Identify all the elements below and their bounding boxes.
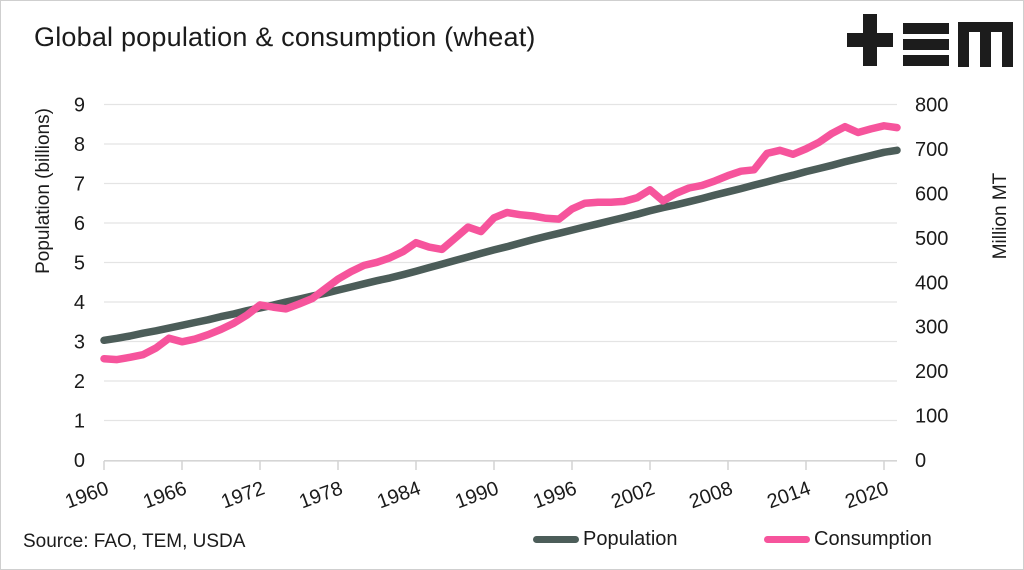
y-left-tick-label: 1	[74, 411, 85, 433]
y-right-tick-label: 700	[915, 139, 948, 161]
x-tick-label: 1990	[452, 477, 501, 513]
axes	[103, 459, 897, 470]
tem-logo	[847, 14, 1013, 67]
line-population	[100, 146, 901, 345]
tick-labels: 1960 1966 1972 1978 1984 1990 1996 2002 2008 2014…	[62, 95, 948, 514]
gridlines	[104, 103, 897, 422]
y-right-tick-label: 500	[915, 228, 948, 250]
y-left-tick-label: 2	[74, 371, 85, 393]
x-tick-label: 1996	[530, 477, 579, 513]
y-right-tick-label: 400	[915, 272, 948, 294]
y-left-tick-label: 3	[74, 332, 85, 354]
y-left-tick-label: 0	[74, 450, 85, 472]
x-tick-label: 2008	[686, 477, 735, 513]
left-axis-title: Population (billions)	[33, 108, 54, 274]
y-right-tick-label: 100	[915, 406, 948, 428]
x-tick-label: 2002	[608, 477, 657, 513]
x-tick-label: 2014	[764, 477, 813, 513]
y-left-tick-label: 5	[74, 253, 85, 275]
tem-logo-glyphs	[847, 14, 1013, 67]
y-left-tick-label: 9	[74, 95, 85, 117]
y-left-tick-label: 7	[74, 174, 85, 196]
source-note: Source: FAO, TEM, USDA	[23, 531, 246, 552]
x-tick-label: 1978	[296, 477, 345, 513]
right-axis-title: Million MT	[990, 172, 1011, 259]
chart-title: Global population & consumption (wheat)	[34, 22, 536, 52]
y-left-tick-label: 6	[74, 213, 85, 235]
x-tick-label: 1960	[62, 477, 111, 513]
y-right-tick-label: 0	[915, 450, 926, 472]
y-right-tick-label: 300	[915, 317, 948, 339]
x-tick-label: 1972	[218, 477, 267, 513]
y-right-tick-label: 600	[915, 183, 948, 205]
x-tick-label: 1966	[140, 477, 189, 513]
x-tick-label: 1984	[374, 477, 423, 513]
series-lines	[100, 122, 901, 364]
x-tick-label: 2020	[842, 477, 891, 513]
y-right-tick-label: 800	[915, 95, 948, 117]
line-consumption	[100, 122, 901, 364]
y-left-tick-label: 4	[74, 292, 85, 314]
y-right-tick-label: 200	[915, 361, 948, 383]
y-left-tick-label: 8	[74, 134, 85, 156]
